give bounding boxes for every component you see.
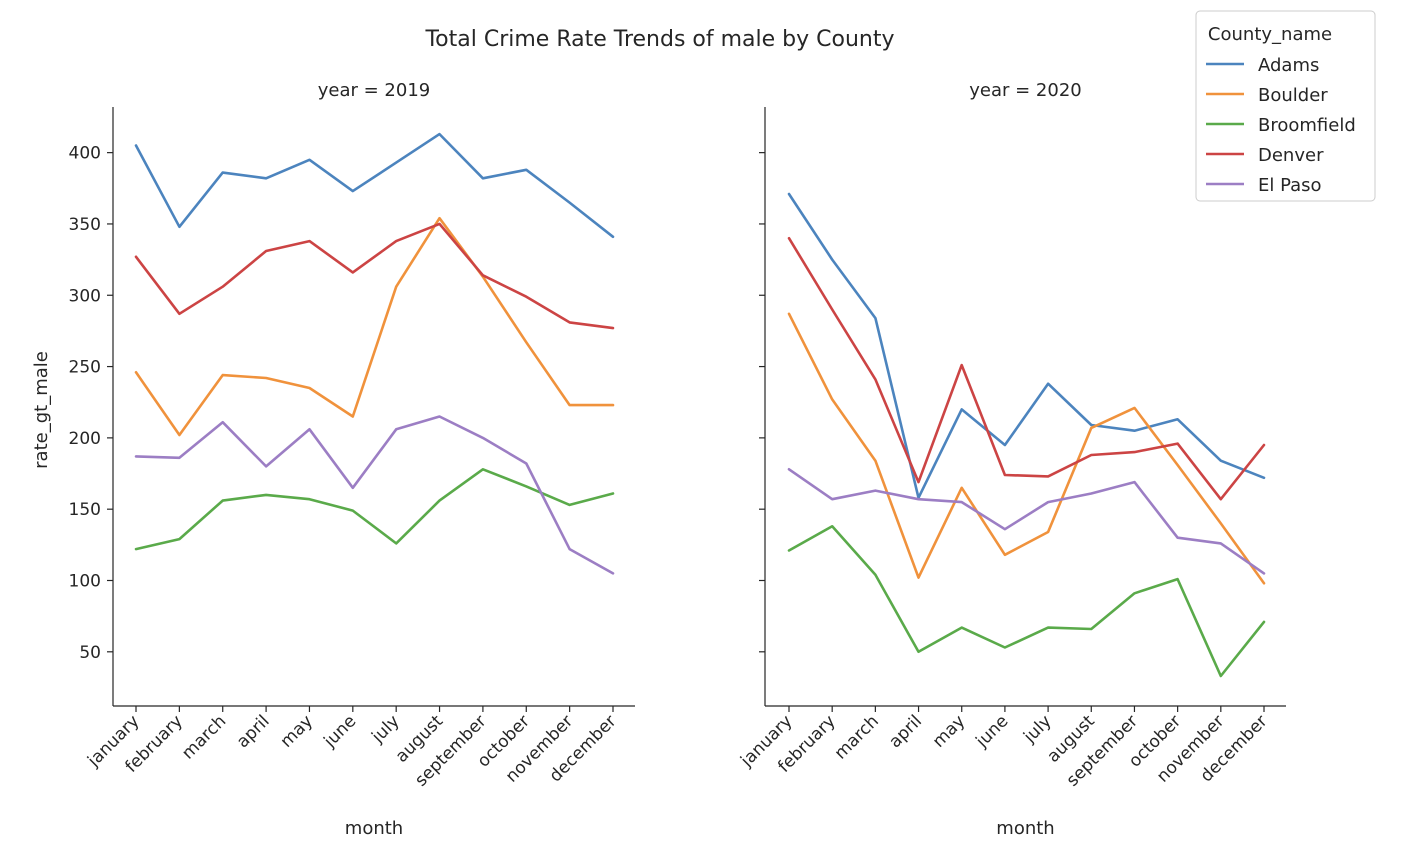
x-tick-label-may: may [929, 711, 969, 751]
y-axis-label: rate_gt_male [31, 351, 52, 469]
y-tick-label: 350 [69, 215, 101, 235]
series-line-boulder [134, 216, 615, 437]
legend-label-el-paso: El Paso [1258, 175, 1322, 196]
series-line-boulder [787, 312, 1266, 585]
panel-0: year = 201950100150200250300350400januar… [31, 80, 635, 839]
legend-label-broomfield: Broomfield [1258, 115, 1356, 136]
legend-title: County_name [1208, 24, 1332, 45]
y-tick-label: 100 [69, 571, 101, 591]
y-tick-label: 400 [69, 144, 101, 164]
x-axis-label: month [996, 818, 1054, 839]
y-tick-label: 50 [79, 643, 101, 663]
x-tick-label-july: july [367, 711, 403, 747]
series-line-adams [134, 132, 615, 239]
y-tick-label: 150 [69, 500, 101, 520]
series-line-el-paso [134, 415, 615, 575]
panel-title: year = 2020 [969, 80, 1082, 101]
x-tick-label-june: june [972, 711, 1013, 752]
series-line-adams [787, 192, 1266, 500]
x-tick-label-march: march [178, 711, 230, 763]
series-line-broomfield [134, 467, 615, 551]
y-tick-label: 250 [69, 358, 101, 378]
figure-title: Total Crime Rate Trends of male by Count… [424, 27, 894, 52]
series-line-el-paso [787, 467, 1266, 575]
legend-label-denver: Denver [1258, 145, 1324, 166]
panel-title: year = 2019 [318, 80, 431, 101]
x-tick-label-may: may [277, 711, 317, 751]
series-line-denver [787, 236, 1266, 501]
panels: year = 201950100150200250300350400januar… [31, 80, 1286, 839]
legend-label-boulder: Boulder [1258, 85, 1328, 106]
series-line-denver [134, 222, 615, 330]
legend-label-adams: Adams [1258, 55, 1319, 76]
x-tick-label-april: april [885, 711, 926, 752]
series-line-broomfield [787, 524, 1266, 678]
y-tick-label: 300 [69, 286, 101, 306]
x-tick-label-april: april [233, 711, 274, 752]
x-tick-label-july: july [1019, 711, 1055, 747]
x-axis-label: month [345, 818, 403, 839]
legend-entries: Adams Boulder Broomfield Denver El Paso [1206, 55, 1356, 196]
x-tick-label-june: june [320, 711, 361, 752]
x-tick-label-march: march [831, 711, 883, 763]
y-tick-label: 200 [69, 429, 101, 449]
legend: County_name Adams Boulder Broomfield Denver… [1195, 10, 1376, 202]
